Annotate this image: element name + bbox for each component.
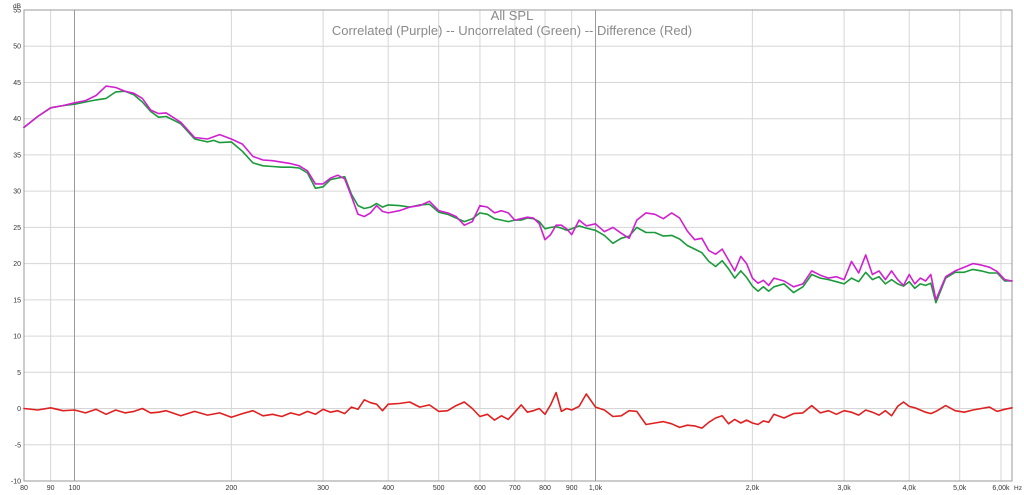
chart-title: All SPL [491, 8, 534, 23]
y-tick-label: -5 [15, 442, 21, 449]
series-line-difference [23, 391, 1013, 429]
y-tick-label: 50 [13, 44, 21, 51]
y-tick-label: 35 [13, 152, 21, 159]
x-tick-label: 3,0k [837, 485, 851, 492]
x-tick-labels: 80 90 100 200 300 400 500 600 700 800 900 1,0k 2,0k 3… [20, 485, 1010, 492]
y-tick-label: 10 [13, 334, 21, 341]
x-tick-label: 5,0k [953, 485, 967, 492]
x-axis-unit-label: Hz [1014, 485, 1022, 492]
y-tick-label: 15 [13, 297, 21, 304]
y-tick-label: 25 [13, 225, 21, 232]
y-tick-label: 45 [13, 80, 21, 87]
series-layer [23, 85, 1013, 429]
x-tick-label: 500 [433, 485, 445, 492]
x-tick-label: 4,0k [903, 485, 917, 492]
x-tick-label: 400 [382, 485, 394, 492]
y-tick-label: 20 [13, 261, 21, 268]
x-tick-label: 700 [509, 485, 521, 492]
x-tick-label: 800 [539, 485, 551, 492]
y-tick-label: 0 [17, 406, 21, 413]
x-tick-label: 1,0k [589, 485, 603, 492]
plot-frame [23, 9, 1013, 482]
x-tick-label: 900 [566, 485, 578, 492]
y-axis-unit-label: dB [13, 3, 21, 10]
x-tick-label: 90 [47, 485, 55, 492]
series-line-uncorrelated [23, 90, 1013, 304]
x-tick-label: 300 [317, 485, 329, 492]
y-tick-label: 40 [13, 116, 21, 123]
x-tick-label: 2,0k [746, 485, 760, 492]
x-tick-label: 200 [225, 485, 237, 492]
x-tick-label: 6,00k [992, 485, 1010, 492]
chart-subtitle: Correlated (Purple) -- Uncorrelated (Gre… [332, 23, 692, 38]
y-tick-label: -10 [11, 479, 21, 486]
x-tick-label: 80 [20, 485, 28, 492]
x-tick-label: 100 [69, 485, 81, 492]
series-line-correlated [23, 85, 1013, 301]
y-tick-label: 5 [17, 370, 21, 377]
x-tick-label: 600 [474, 485, 486, 492]
y-tick-label: 30 [13, 189, 21, 196]
y-tick-label: 55 [13, 8, 21, 15]
